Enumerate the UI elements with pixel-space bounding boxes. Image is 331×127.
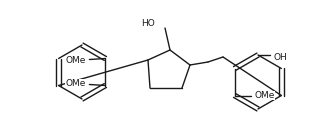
Text: HO: HO [141, 20, 155, 28]
Text: OMe: OMe [255, 91, 275, 100]
Text: OH: OH [274, 52, 288, 61]
Text: OMe: OMe [65, 79, 85, 88]
Text: OMe: OMe [65, 56, 85, 65]
